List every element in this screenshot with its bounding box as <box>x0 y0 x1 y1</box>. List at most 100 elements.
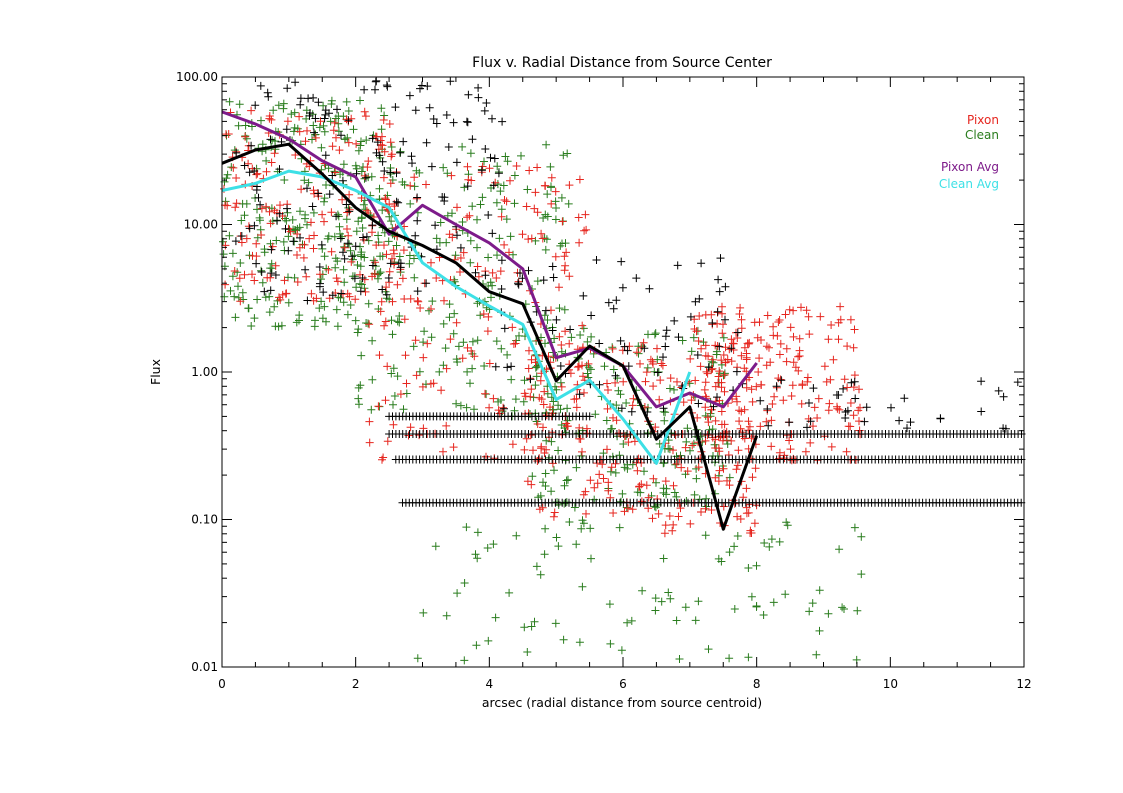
pixon-point <box>535 505 544 514</box>
pixon-point <box>822 377 831 386</box>
pixon-point <box>376 307 385 316</box>
pixon-point <box>725 481 734 490</box>
black_points-point <box>507 362 516 371</box>
pixon-point <box>674 512 683 521</box>
pixon-point <box>849 383 858 392</box>
pixon-point <box>547 173 556 182</box>
clean-point <box>616 390 625 399</box>
pixon-point <box>250 276 259 285</box>
pixon-point <box>478 162 487 171</box>
pixon-point <box>524 364 533 373</box>
black_points-point <box>503 363 512 372</box>
black_points-point <box>895 416 904 425</box>
pixon-point <box>745 422 754 431</box>
pixon-point <box>530 204 539 213</box>
clean-point <box>377 125 386 134</box>
pixon-point <box>489 394 498 403</box>
clean-point <box>250 314 259 323</box>
pixon-point <box>327 208 336 217</box>
clean-point <box>600 362 609 371</box>
black_points-point <box>382 81 391 90</box>
pixon-point <box>744 426 753 435</box>
pixon-point <box>718 309 726 318</box>
clean-point <box>439 361 448 370</box>
clean-point <box>255 213 264 222</box>
x-tick-label: 6 <box>619 677 627 691</box>
clean-point <box>651 594 660 603</box>
black_points-point <box>362 232 371 241</box>
pixon-point <box>789 358 798 367</box>
pixon-point <box>581 487 590 496</box>
black_points-point <box>392 169 401 178</box>
black_points-point <box>256 200 265 209</box>
pixon-point <box>291 151 300 159</box>
clean-point <box>353 261 362 269</box>
clean-point <box>701 531 710 540</box>
black_points-point <box>321 106 330 115</box>
pixon-point <box>401 351 410 360</box>
clean-point <box>333 210 342 219</box>
clean-point <box>389 400 397 409</box>
black_points-point <box>617 257 626 266</box>
clean-point <box>564 475 572 484</box>
black_points-point <box>456 243 465 252</box>
black_points-point <box>862 403 871 412</box>
black_points-point <box>356 287 365 296</box>
pixon-point <box>780 451 789 460</box>
clean-point <box>638 586 647 595</box>
pixon-point <box>718 302 726 311</box>
clean-point <box>355 400 363 409</box>
clean-point <box>543 316 552 324</box>
clean-point <box>560 305 569 314</box>
pixon-point <box>846 315 855 324</box>
clean-point <box>427 333 436 342</box>
pixon-point <box>390 202 399 211</box>
pixon-point <box>624 438 633 447</box>
pixon-point <box>361 287 370 296</box>
black_points-point <box>860 417 869 426</box>
black_points-point <box>620 342 629 351</box>
pixon-point <box>701 341 710 350</box>
pixon-point <box>235 274 244 283</box>
clean-point <box>451 251 460 260</box>
pixon-point <box>836 302 845 311</box>
pixon-point <box>615 429 623 438</box>
black_points-point <box>549 273 558 282</box>
clean-point <box>547 487 556 496</box>
pixon-point <box>737 315 746 324</box>
pixon-point <box>651 423 660 432</box>
pixon-point <box>539 400 548 409</box>
clean-point <box>274 322 283 331</box>
clean-point <box>419 338 428 347</box>
pixon-point <box>266 219 275 228</box>
black_points-point <box>305 111 314 120</box>
clean-point <box>497 205 506 214</box>
pixon-point <box>707 506 716 514</box>
black_points-point <box>697 259 706 268</box>
pixon-point <box>720 370 729 379</box>
pixon-point <box>704 352 713 361</box>
clean-point <box>279 104 288 113</box>
clean-point <box>501 152 510 161</box>
black_points-point <box>566 325 575 334</box>
pixon-point <box>721 358 730 367</box>
pixon-point <box>374 402 383 411</box>
pixon-point <box>797 303 805 312</box>
pixon-point <box>332 274 341 283</box>
pixon-point <box>696 362 705 371</box>
clean-point <box>686 446 694 455</box>
clean-point <box>308 135 316 144</box>
pixon-point <box>432 274 441 282</box>
clean-point <box>712 350 721 359</box>
clean-point <box>238 288 247 297</box>
pixon-point <box>537 229 546 238</box>
pixon-point <box>485 403 494 412</box>
clean-point <box>559 151 568 160</box>
pixon-point <box>411 336 420 345</box>
pixon-point <box>582 225 591 234</box>
pixon-point <box>456 268 464 276</box>
pixon-point <box>661 477 670 486</box>
pixon-point <box>561 327 570 336</box>
clean-point <box>527 622 536 631</box>
black_points-point <box>386 168 395 177</box>
